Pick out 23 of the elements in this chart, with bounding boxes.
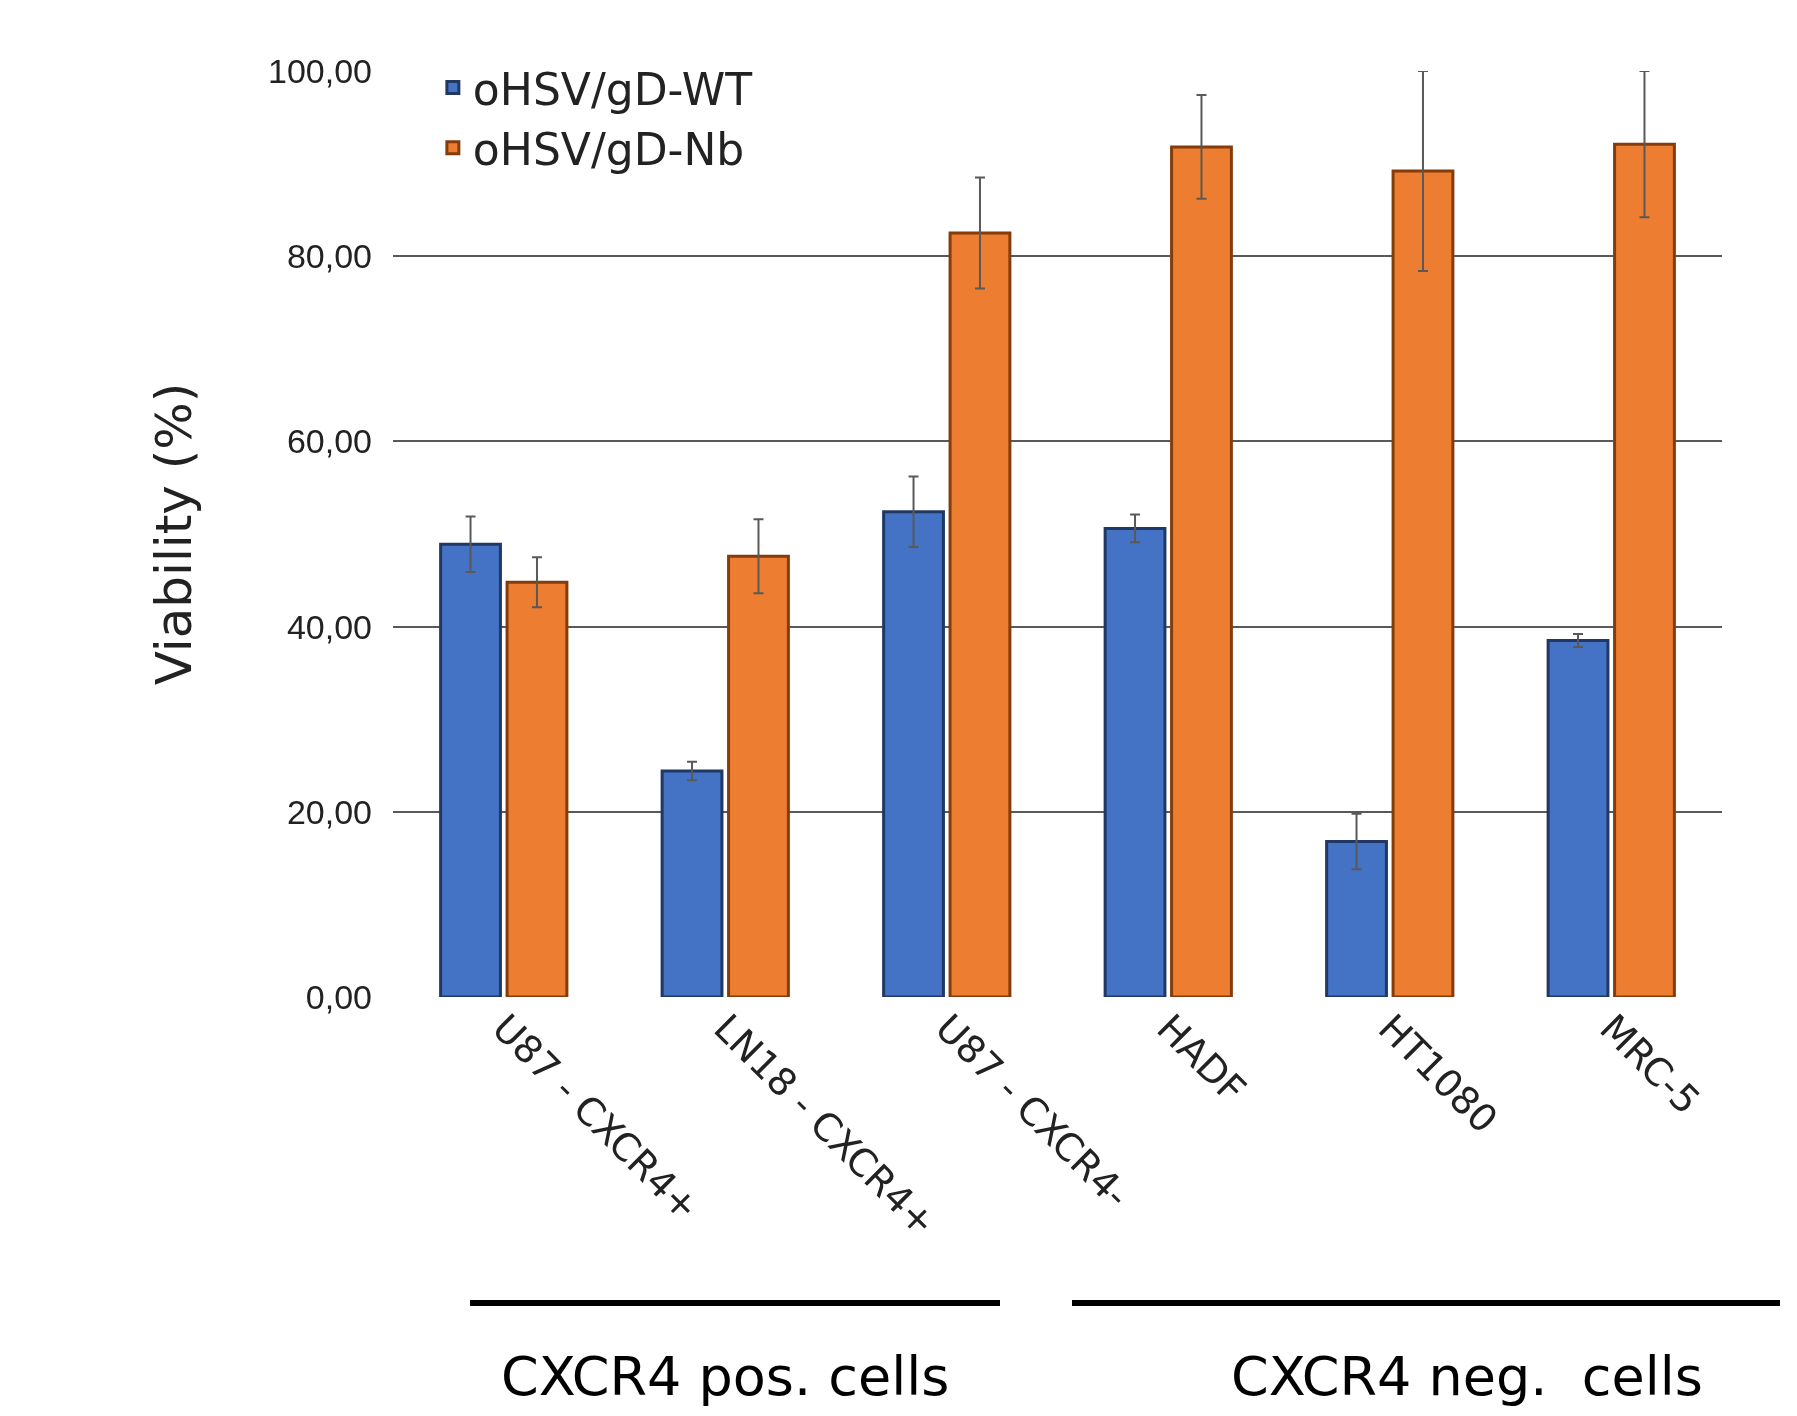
bar (1103, 526, 1167, 997)
legend-label: oHSV/gD-WT (472, 63, 753, 115)
y-tick-label: 20,00 (286, 792, 372, 831)
y-tick-label: 0,00 (305, 977, 372, 1016)
bar (727, 554, 790, 997)
bar (1613, 142, 1676, 997)
text: CXCR4 neg. cells (1231, 1345, 1703, 1408)
y-axis-title: Viability (%) (145, 382, 203, 686)
bar (1325, 839, 1388, 997)
bar (439, 542, 502, 997)
legend-label: oHSV/gD-Nb (472, 123, 745, 175)
y-tick-label: 100,00 (268, 51, 372, 90)
text: CXCR4 pos. cells (501, 1345, 950, 1408)
bar (948, 231, 1012, 997)
bar (882, 510, 945, 997)
bar (1391, 169, 1455, 997)
y-tick-label: 80,00 (286, 237, 372, 276)
bar (1546, 638, 1610, 997)
bar (505, 580, 569, 997)
y-tick-label: 60,00 (286, 422, 372, 461)
y-tick-label: 40,00 (286, 607, 372, 646)
bar (660, 769, 724, 997)
bar (1170, 145, 1233, 997)
